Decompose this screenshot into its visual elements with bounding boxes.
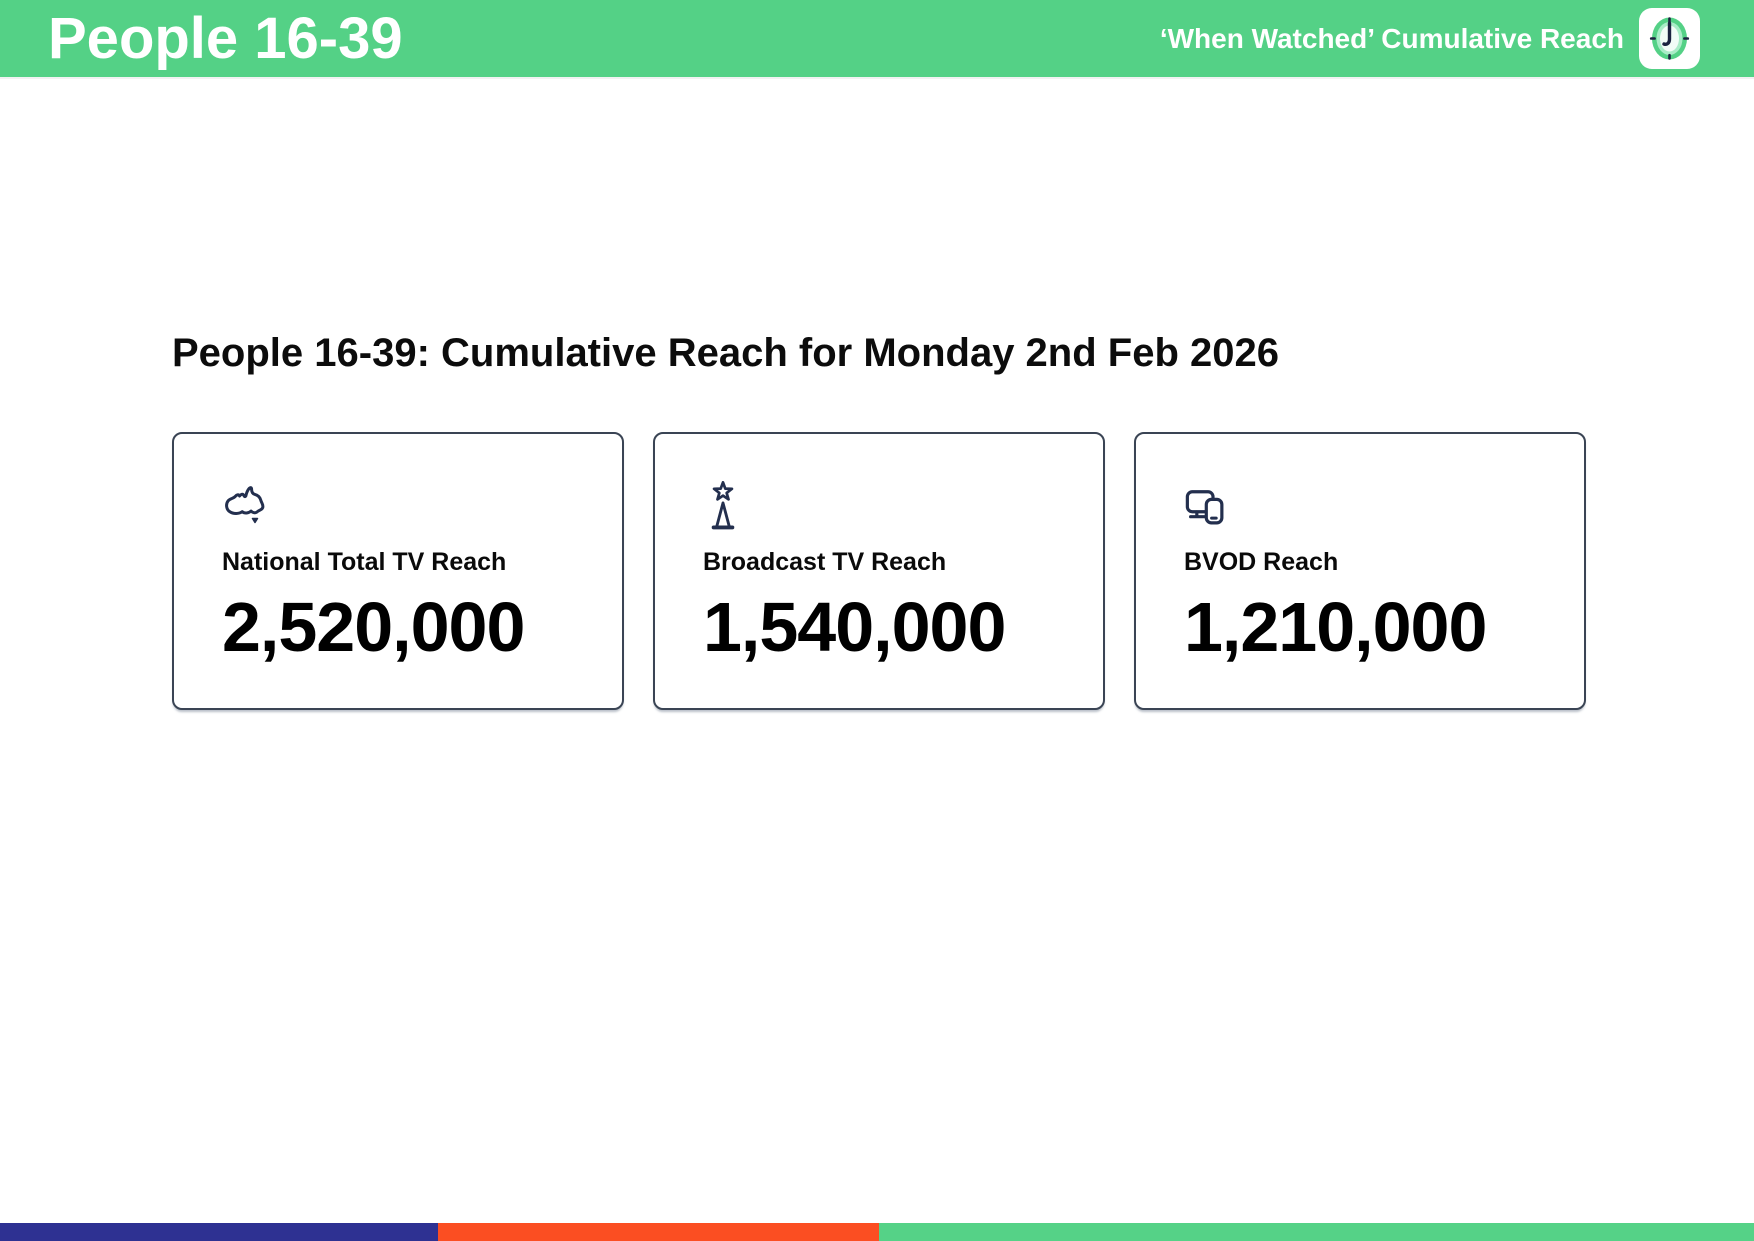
kpi-value: 2,520,000 bbox=[222, 588, 525, 666]
broadcast-tower-icon bbox=[703, 480, 1073, 534]
kpi-label: Broadcast TV Reach bbox=[703, 548, 947, 576]
kpi-label: BVOD Reach bbox=[1184, 548, 1339, 576]
footer-segment-green bbox=[879, 1223, 1754, 1241]
footer-segment-orange bbox=[438, 1223, 879, 1241]
card-bvod-reach: BVOD Reach 1,210,000 bbox=[1134, 432, 1586, 710]
australia-map-icon bbox=[222, 480, 592, 534]
kpi-label: National Total TV Reach bbox=[222, 548, 507, 576]
header-tagline: ‘When Watched’ Cumulative Reach bbox=[1159, 22, 1624, 54]
screens-devices-icon bbox=[1184, 480, 1554, 534]
header-right-group: ‘When Watched’ Cumulative Reach bbox=[1160, 8, 1700, 69]
card-national-total-tv-reach: National Total TV Reach 2,520,000 bbox=[172, 432, 624, 710]
page-title: People 16-39 bbox=[48, 5, 403, 71]
header-bar: People 16-39 ‘When Watched’ Cumulative R… bbox=[0, 0, 1754, 77]
kpi-card-row: National Total TV Reach 2,520,000 Broadc… bbox=[172, 432, 1586, 710]
clock-icon bbox=[1639, 8, 1700, 69]
section-heading: People 16-39: Cumulative Reach for Monda… bbox=[172, 331, 1279, 375]
kpi-value: 1,540,000 bbox=[703, 588, 1006, 666]
kpi-value: 1,210,000 bbox=[1184, 588, 1487, 666]
card-broadcast-tv-reach: Broadcast TV Reach 1,540,000 bbox=[653, 432, 1105, 710]
footer-stripe bbox=[0, 1223, 1754, 1241]
footer-segment-blue bbox=[0, 1223, 438, 1241]
